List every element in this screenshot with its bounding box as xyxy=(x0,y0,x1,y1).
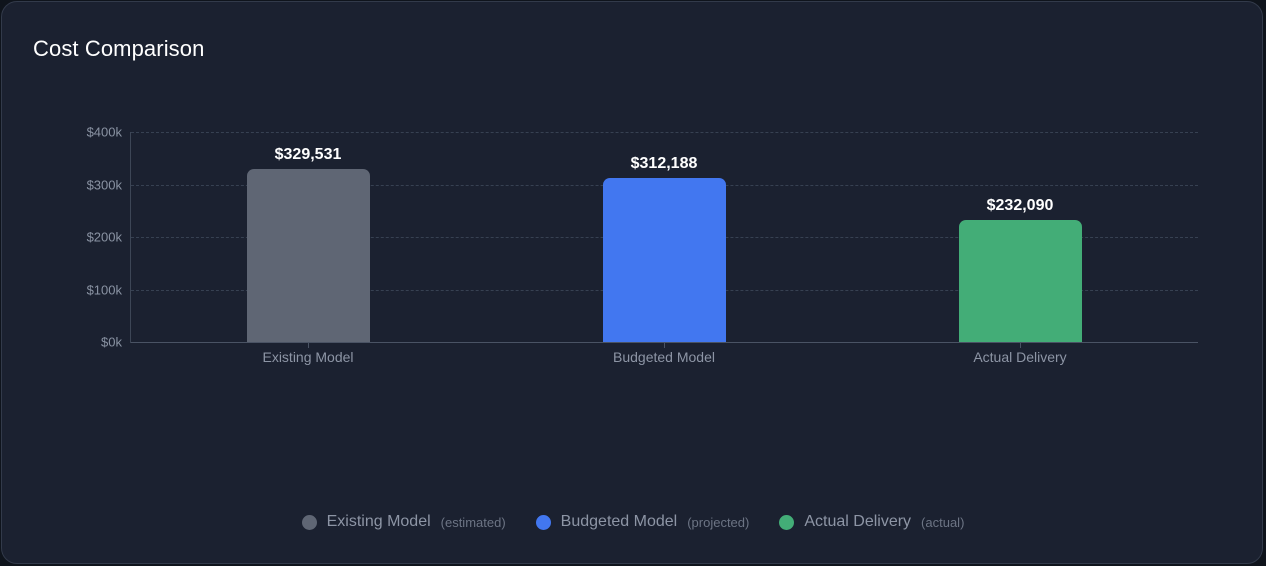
legend-dot-icon xyxy=(301,514,317,530)
y-tick-label: $100k xyxy=(86,282,122,297)
x-axis xyxy=(131,342,1198,343)
bar-value-label: $312,188 xyxy=(630,155,698,173)
bar-existing-model[interactable] xyxy=(246,168,370,342)
legend-item[interactable]: Budgeted Model (projected) xyxy=(535,513,750,531)
x-tick xyxy=(664,343,665,348)
legend-note: (estimated) xyxy=(440,514,506,530)
bar-budgeted-model[interactable] xyxy=(602,178,726,342)
bar-value-label: $329,531 xyxy=(274,145,342,163)
gridline xyxy=(131,132,1198,133)
x-tick-label: Existing Model xyxy=(262,349,354,365)
chart-legend: Existing Model (estimated) Budgeted Model (… xyxy=(0,513,1266,531)
y-tick-label: $200k xyxy=(86,229,122,245)
chart-title: Cost Comparison xyxy=(33,36,205,61)
y-axis xyxy=(130,132,131,343)
legend-label: Existing Model xyxy=(326,513,431,530)
x-tick xyxy=(1020,343,1021,348)
legend-label: Budgeted Model xyxy=(560,513,678,530)
y-tick-label: $400k xyxy=(86,124,122,140)
x-tick-label: Budgeted Model xyxy=(613,349,715,365)
legend-dot-icon xyxy=(535,514,551,530)
bar-value-label: $232,090 xyxy=(986,197,1054,215)
legend-item[interactable]: Actual Delivery (actual) xyxy=(779,513,964,531)
y-tick-label: $0k xyxy=(101,334,122,350)
legend-dot-icon xyxy=(779,514,795,530)
legend-note: (actual) xyxy=(921,514,965,530)
y-tick-label: $300k xyxy=(86,177,122,192)
legend-note: (projected) xyxy=(687,514,750,530)
legend-label: Actual Delivery xyxy=(804,513,912,530)
legend-item[interactable]: Existing Model (estimated) xyxy=(301,513,506,531)
bar-actual-delivery[interactable] xyxy=(958,220,1082,342)
x-tick-label: Actual Delivery xyxy=(973,349,1067,365)
x-tick xyxy=(308,343,309,348)
